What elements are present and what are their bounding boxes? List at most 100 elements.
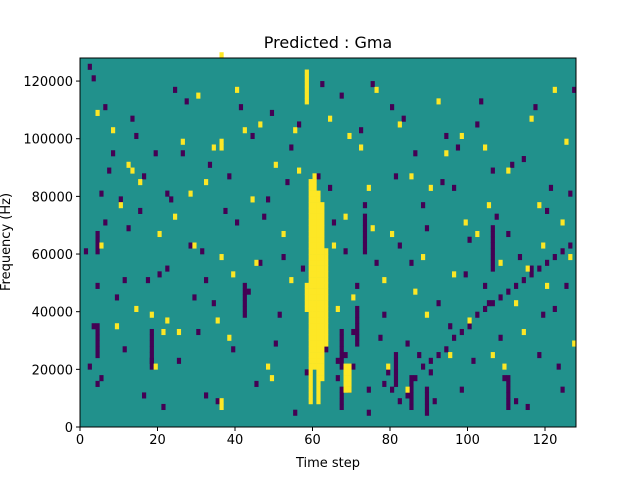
heatmap-cell-high [308,317,313,324]
heatmap-cell-high [308,207,313,214]
heatmap-cell-low [459,386,464,393]
heatmap-cell-low [204,392,209,399]
heatmap-cell-low [184,98,189,105]
heatmap-cell-high [308,230,313,238]
heatmap-cell-high [180,138,185,145]
heatmap-cell-high [289,277,294,284]
heatmap-cell-low [560,248,565,255]
heatmap-cell-low [568,190,573,197]
heatmap-cell-low [173,86,178,93]
plot-frame [79,57,577,428]
heatmap-cell-low [393,369,399,376]
heatmap-cell-low [424,392,430,399]
heatmap-cells [80,52,577,427]
heatmap-cell-high [320,346,325,353]
heatmap-cell-high [459,132,464,140]
heatmap-cell-high [320,305,325,312]
heatmap-cell-high [312,230,317,238]
heatmap-cell-high [316,259,321,266]
heatmap-cell-low [382,311,387,318]
heatmap-cell-high [242,127,247,134]
heatmap-cell-high [320,265,325,272]
heatmap-cell-low [490,300,495,307]
heatmap-cell-high [219,52,224,59]
heatmap-cell-high [219,254,224,261]
heatmap-cell-high [153,363,158,370]
heatmap-cell-high [304,294,309,301]
heatmap-cell-high [308,259,313,266]
heatmap-cell-low [351,328,356,336]
heatmap-cell-low [188,242,193,249]
heatmap-cell-high [219,403,224,411]
heatmap-cell-high [320,288,325,295]
heatmap-cell-high [312,254,317,261]
heatmap-cell-low [502,375,507,382]
heatmap-cell-high [486,202,492,209]
heatmap-cell-low [335,375,340,382]
heatmap-cell-high [316,254,321,261]
heatmap-cell-low [277,311,282,318]
heatmap-cell-low [211,300,216,307]
heatmap-cell-high [413,288,418,295]
heatmap-cell-high [320,375,325,382]
y-tick-label: 40000 [32,306,73,321]
heatmap-cell-high [374,86,379,93]
heatmap-cell-high [506,167,511,174]
heatmap-cell-low [227,173,232,180]
heatmap-cell-high [421,254,426,261]
heatmap-cell-low [397,398,402,405]
heatmap-cell-low [87,363,92,370]
heatmap-cell-high [324,254,329,261]
y-tick-label: 80000 [32,190,73,205]
heatmap-cell-low [118,196,123,203]
heatmap-cell-low [142,173,147,180]
heatmap-cell-high [312,173,317,180]
heatmap-cell-low [126,225,131,232]
heatmap-cell-low [250,132,255,140]
heatmap-cell-low [533,104,538,111]
heatmap-cell-high [304,92,309,99]
heatmap-cell-low [339,357,344,364]
heatmap-cell-high [312,363,317,370]
heatmap-cell-low [145,277,151,284]
heatmap-cell-high [316,386,321,393]
heatmap-cell-low [165,190,170,197]
heatmap-cell-low [95,352,100,359]
heatmap-cell-high [320,352,325,359]
y-tick-label: 0 [65,421,73,436]
heatmap-cell-low [196,328,201,336]
heatmap-cell-low [545,259,550,266]
heatmap-cell-low [99,190,104,197]
heatmap-cell-low [490,242,495,249]
heatmap-cell-low [165,265,170,272]
heatmap-cell-low [521,277,526,284]
heatmap-cell-low [362,242,368,249]
heatmap-cell-high [444,150,449,157]
heatmap-cell-high [545,282,550,289]
heatmap-cell-low [339,340,344,347]
heatmap-cell-low [122,277,127,284]
heatmap-cell-low [452,184,457,191]
heatmap-cell-low [157,271,162,278]
heatmap-cell-high [308,375,313,382]
heatmap-cell-low [355,323,360,330]
heatmap-cell-high [316,346,321,353]
x-tick-label: 40 [227,433,244,448]
heatmap-cell-low [95,248,100,255]
heatmap-cell-high [312,352,317,359]
heatmap-cell-low [149,328,154,336]
heatmap-cell-low [494,213,499,220]
heatmap-cell-low [382,380,387,387]
heatmap-cell-low [362,213,368,220]
heatmap-cell-high [312,213,317,220]
heatmap-cell-high [347,369,352,376]
heatmap-cell-low [428,369,433,376]
heatmap-cell-high [320,213,325,220]
heatmap-cell-high [343,386,348,393]
heatmap-cell-low [560,386,565,393]
heatmap-cell-high [215,317,220,324]
heatmap-cell-low [149,357,154,364]
heatmap-cell-high [324,277,329,284]
heatmap-cell-high [316,282,321,289]
heatmap-cell-high [525,265,530,272]
